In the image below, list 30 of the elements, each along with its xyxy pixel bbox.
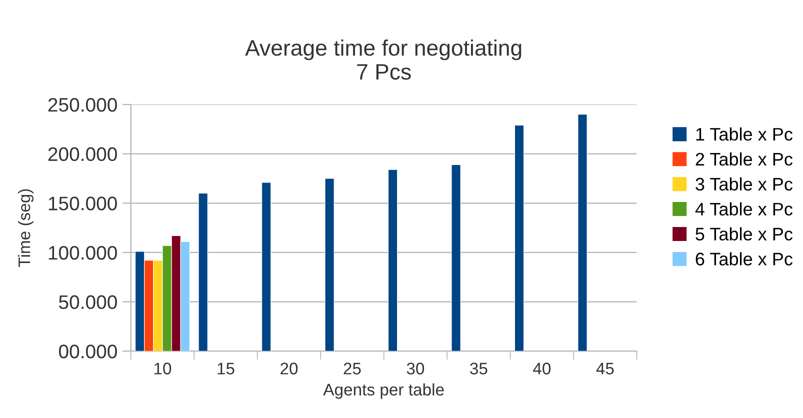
x-tick-label: 45	[596, 362, 614, 374]
legend-label: 5 Table x Pc	[696, 227, 792, 240]
bar	[262, 182, 272, 352]
y-tick-label: 00.000	[58, 344, 117, 358]
bar	[451, 164, 461, 352]
y-tick-label: 250.000	[48, 98, 117, 112]
x-tick-label: 20	[280, 362, 298, 374]
x-tick-label: 30	[406, 362, 424, 374]
bar	[388, 169, 398, 352]
legend-label: 1 Table x Pc	[696, 127, 792, 141]
chart-title: Average time for negotiating 7 Pcs	[245, 39, 522, 80]
x-tick-label: 25	[344, 362, 361, 374]
legend-label: 3 Table x Pc	[696, 177, 792, 191]
y-axis-title: Time (seg)	[18, 189, 34, 267]
bar	[324, 178, 334, 352]
bar	[578, 114, 588, 352]
y-tick-label: 200.000	[48, 147, 117, 162]
legend-label: 4 Table x Pc	[695, 202, 792, 216]
bar	[514, 124, 524, 352]
x-tick-label: 10	[154, 362, 172, 374]
x-tick-label: 40	[533, 362, 551, 374]
legend-label: 6 Table x Pc	[696, 252, 792, 266]
x-axis-title: Agents per table	[323, 383, 444, 399]
legend-label: 2 Table x Pc	[696, 152, 792, 166]
x-tick-label: 35	[470, 362, 488, 374]
y-tick-label: 100.000	[48, 246, 117, 260]
bar	[198, 193, 208, 352]
y-tick-label: 50.000	[59, 295, 117, 310]
x-tick-label: 15	[218, 362, 234, 374]
y-tick-label: 150.000	[48, 196, 117, 210]
